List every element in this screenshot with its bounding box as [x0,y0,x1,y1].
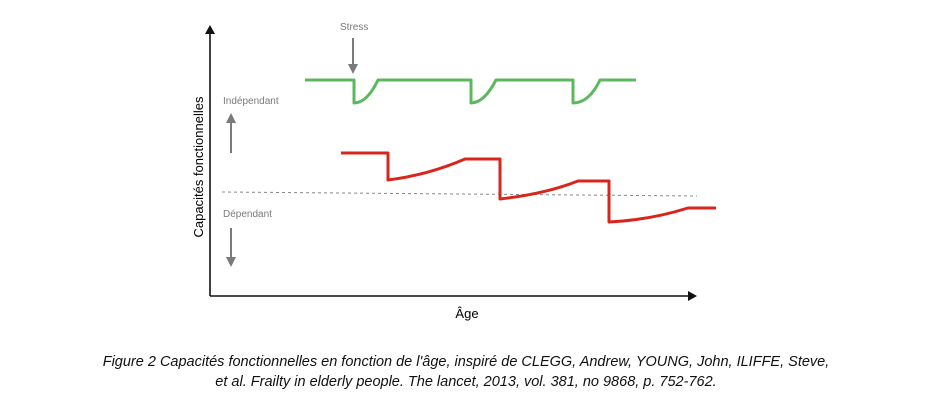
y-axis-arrowhead [205,25,215,34]
x-axis-arrowhead [688,291,697,301]
dependent-label: Dépendant [223,209,272,220]
caption-line-2: et al. Frailty in elderly people. The la… [215,374,717,390]
dependency-threshold-line [221,191,698,197]
stress-label: Stress [340,22,368,33]
frail-capacity-curve [341,151,716,224]
caption-line-1: Figure 2 Capacités fonctionnelles en fon… [102,354,830,370]
stress-arrow-head [348,64,358,74]
independent-label: Indépendant [223,96,279,107]
y-axis-title: Capacités fonctionnelles [191,96,206,237]
x-axis-title: Âge [455,306,478,321]
robust-capacity-curve [305,78,636,105]
down-arrow-head [226,257,236,267]
frailty-diagram: Stress Indépendant Dépendant Capacités f… [191,22,716,321]
diagram-canvas: Stress Indépendant Dépendant Capacités f… [191,22,716,321]
figure-caption: Figure 2 Capacités fonctionnelles en fon… [0,352,932,392]
up-arrow-head [226,113,236,123]
